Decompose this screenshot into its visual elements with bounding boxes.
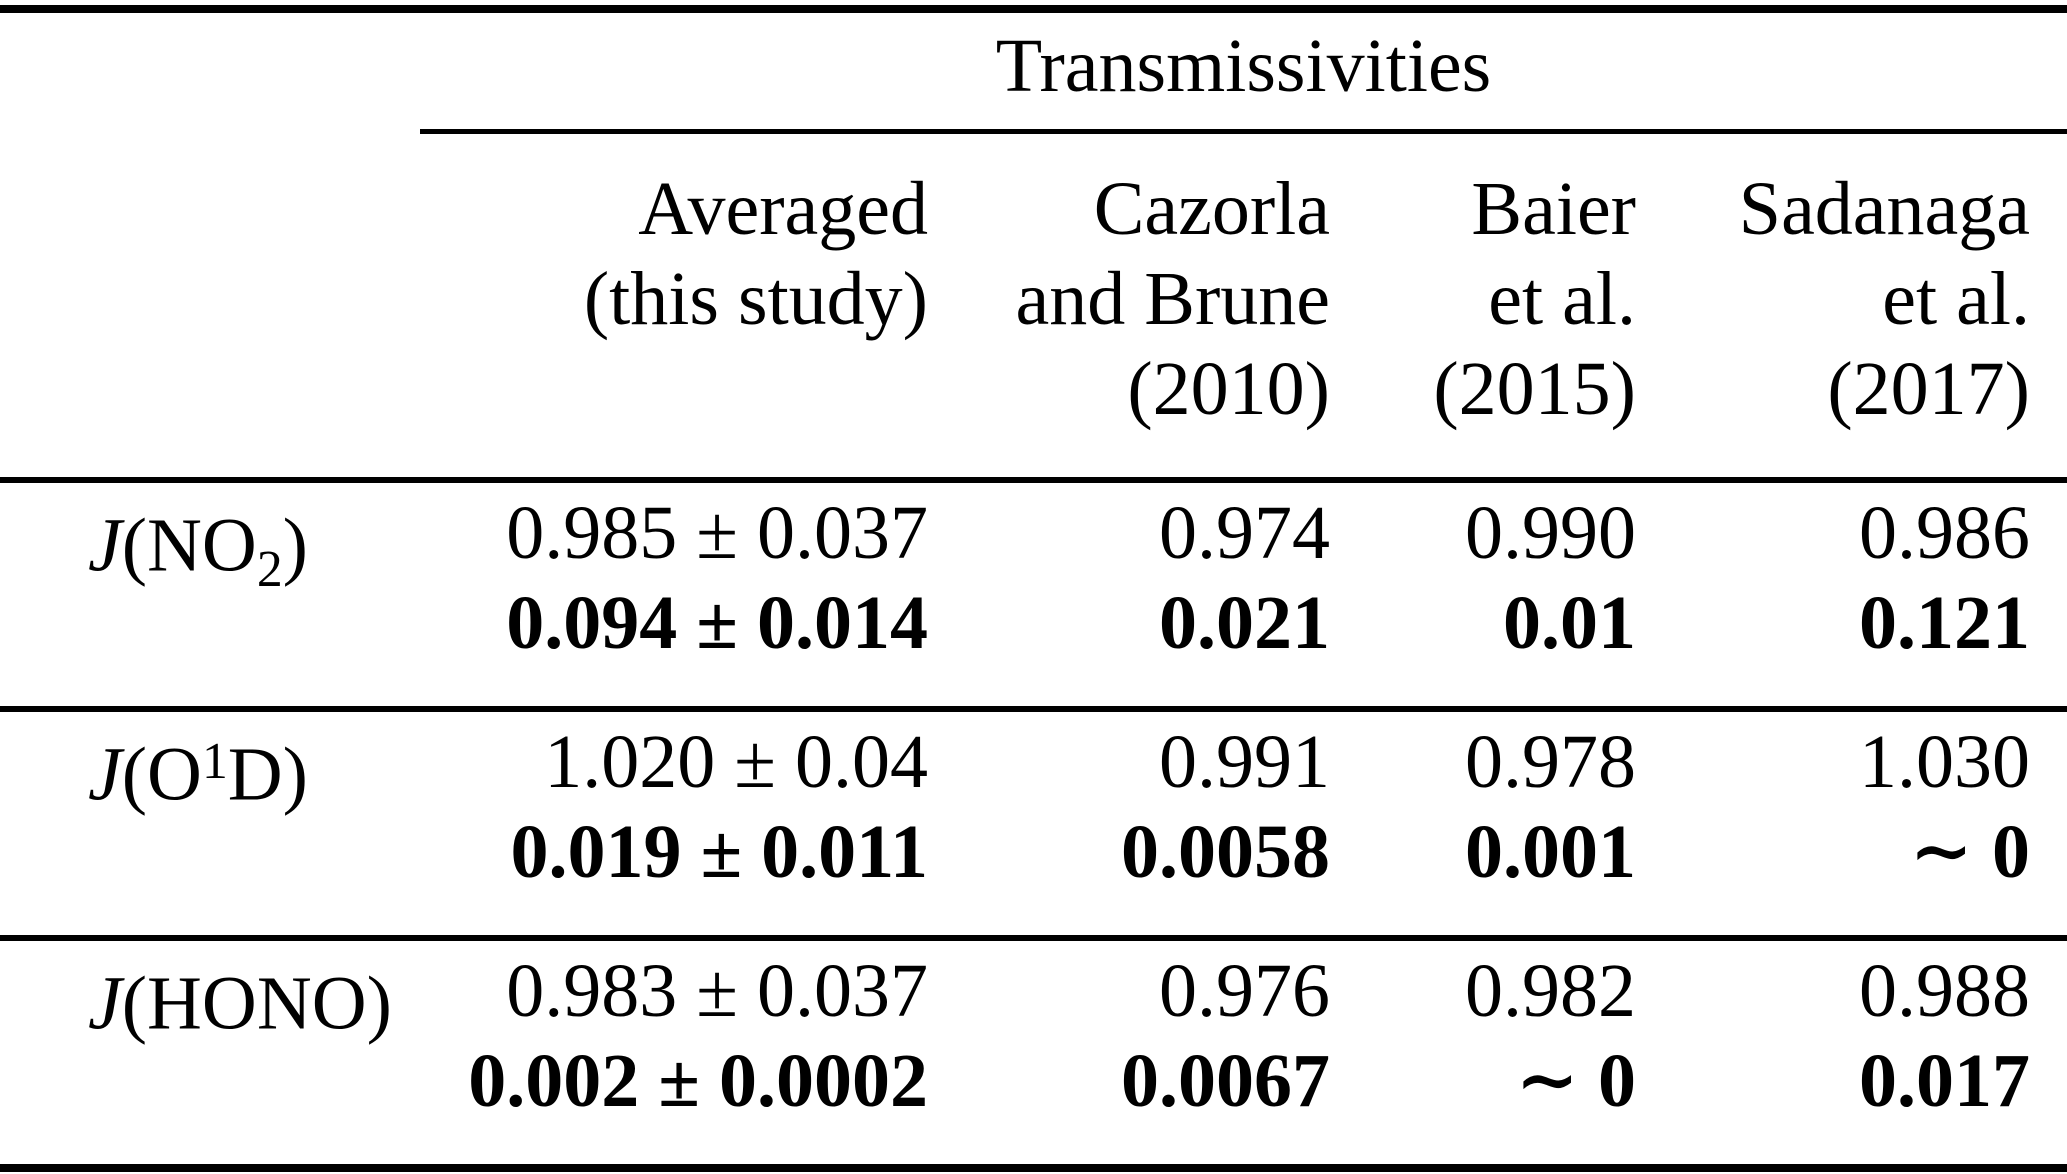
transmissivity-value: 0.983 ± 0.037 [506, 949, 928, 1033]
bold-value: 0.019 ± 0.011 [510, 810, 928, 894]
table-row-j-hono: J(HONO) 0.983 ± 0.037 0.002 ± 0.0002 0.9… [0, 941, 2067, 1164]
bold-value: 0.094 ± 0.014 [506, 581, 928, 665]
transmissivity-value: 0.991 [1159, 720, 1330, 804]
bold-value: 0.0058 [1121, 810, 1330, 894]
bold-value: 0.001 [1465, 810, 1636, 894]
bold-value: 0.0067 [1121, 1039, 1330, 1123]
bold-value: 0.017 [1859, 1039, 2030, 1123]
column-header-row: Averaged (this study) Cazorla and Brune … [0, 134, 2067, 477]
row-divider [0, 935, 2067, 941]
value-cell: 0.990 0.01 [1330, 483, 1636, 706]
value-cell: 0.988 0.017 [1636, 941, 2067, 1164]
bold-value: 0.002 ± 0.0002 [468, 1039, 928, 1123]
bold-value: ∼ 0 [1909, 810, 2030, 894]
transmissivity-value: 0.978 [1465, 720, 1636, 804]
bold-value: 0.121 [1859, 581, 2030, 665]
bottom-rule [0, 1164, 2067, 1172]
column-header-averaged: Averaged (this study) [583, 167, 928, 341]
value-cell: 0.983 ± 0.037 0.002 ± 0.0002 [420, 941, 928, 1164]
bold-value: ∼ 0 [1515, 1039, 1636, 1123]
transmissivity-value: 0.985 ± 0.037 [506, 491, 928, 575]
value-cell: 1.030 ∼ 0 [1636, 712, 2067, 935]
group-header-rule-band [0, 111, 2067, 134]
row-label-j-hono: J(HONO) [88, 961, 392, 1046]
value-cell: 0.986 0.121 [1636, 483, 2067, 706]
value-cell: 0.982 ∼ 0 [1330, 941, 1636, 1164]
header-rule [0, 477, 2067, 483]
column-header-cazorla-brune: Cazorla and Brune (2010) [1015, 167, 1330, 431]
column-header-baier: Baier et al. (2015) [1433, 167, 1636, 431]
value-cell: 0.978 0.001 [1330, 712, 1636, 935]
column-header-empty [0, 134, 420, 477]
transmissivity-value: 0.990 [1465, 491, 1636, 575]
row-label-j-o1d: J(O1D) [88, 732, 308, 817]
transmissivity-value: 0.988 [1859, 949, 2030, 1033]
transmissivity-value: 1.030 [1859, 720, 2030, 804]
bold-value: 0.01 [1503, 581, 1636, 665]
group-header-spacer [0, 13, 420, 111]
group-header-rule [420, 129, 2067, 134]
value-cell: 0.991 0.0058 [928, 712, 1330, 935]
transmissivity-value: 0.976 [1159, 949, 1330, 1033]
value-cell: 1.020 ± 0.04 0.019 ± 0.011 [420, 712, 928, 935]
transmissivity-value: 0.974 [1159, 491, 1330, 575]
value-cell: 0.974 0.021 [928, 483, 1330, 706]
transmissivity-value: 1.020 ± 0.04 [544, 720, 928, 804]
value-cell: 0.976 0.0067 [928, 941, 1330, 1164]
table-row-j-o1d: J(O1D) 1.020 ± 0.04 0.019 ± 0.011 0.991 … [0, 712, 2067, 935]
row-divider [0, 706, 2067, 712]
column-header-sadanaga: Sadanaga et al. (2017) [1738, 167, 2030, 431]
transmissivity-value: 0.982 [1465, 949, 1636, 1033]
bold-value: 0.021 [1159, 581, 1330, 665]
transmissivity-value: 0.986 [1859, 491, 2030, 575]
top-rule [0, 5, 2067, 13]
table-row-j-no2: J(NO2) 0.985 ± 0.037 0.094 ± 0.014 0.974… [0, 483, 2067, 706]
value-cell: 0.985 ± 0.037 0.094 ± 0.014 [420, 483, 928, 706]
row-label-j-no2: J(NO2) [88, 503, 308, 599]
table-group-header: Transmissivities [995, 24, 1492, 108]
group-header-band: Transmissivities [0, 13, 2067, 111]
